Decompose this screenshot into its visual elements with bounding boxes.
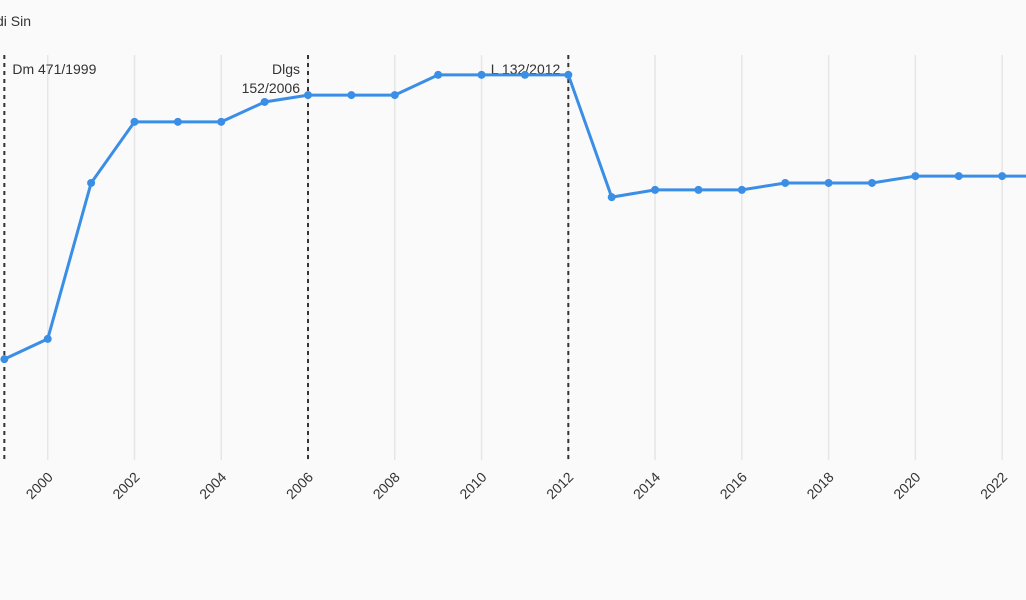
x-tick-label: 2018 — [803, 469, 836, 502]
point — [737, 185, 746, 194]
point — [173, 117, 182, 126]
point — [651, 185, 660, 194]
x-tick-label: 2012 — [543, 469, 576, 502]
point — [217, 117, 226, 126]
point — [477, 70, 486, 79]
x-tick-label: 2014 — [630, 469, 663, 502]
point — [954, 172, 963, 181]
line — [3, 73, 1026, 361]
point — [260, 97, 269, 106]
point — [781, 178, 790, 187]
x-tick-label: 2010 — [456, 469, 489, 502]
x-tick-label: 2000 — [22, 469, 55, 502]
annotation-label: L 132/2012 — [491, 61, 561, 77]
point — [867, 178, 876, 187]
x-tick-label: 2008 — [370, 469, 403, 502]
chart-title: di Sin — [0, 13, 31, 29]
annotation-label: Dlgs — [272, 61, 300, 77]
point — [390, 91, 399, 100]
point — [694, 185, 703, 194]
point — [434, 70, 443, 79]
point — [130, 117, 139, 126]
annotation-label: 152/2006 — [242, 80, 301, 96]
x-tick-label: 2022 — [977, 469, 1010, 502]
point — [998, 172, 1007, 181]
x-tick-label: 2016 — [717, 469, 750, 502]
point — [347, 91, 356, 100]
x-tick-label: 2006 — [283, 469, 316, 502]
point — [304, 91, 313, 100]
x-tick-label: 2002 — [109, 469, 142, 502]
point — [87, 178, 96, 187]
point — [520, 70, 529, 79]
x-tick-label: 2004 — [196, 469, 229, 502]
point — [0, 355, 9, 364]
point — [607, 193, 616, 202]
point — [911, 172, 920, 181]
point — [824, 178, 833, 187]
x-tick-label: 2020 — [890, 469, 923, 502]
point — [43, 334, 52, 343]
point — [564, 70, 573, 79]
annotation-label: Dm 471/1999 — [12, 61, 96, 77]
